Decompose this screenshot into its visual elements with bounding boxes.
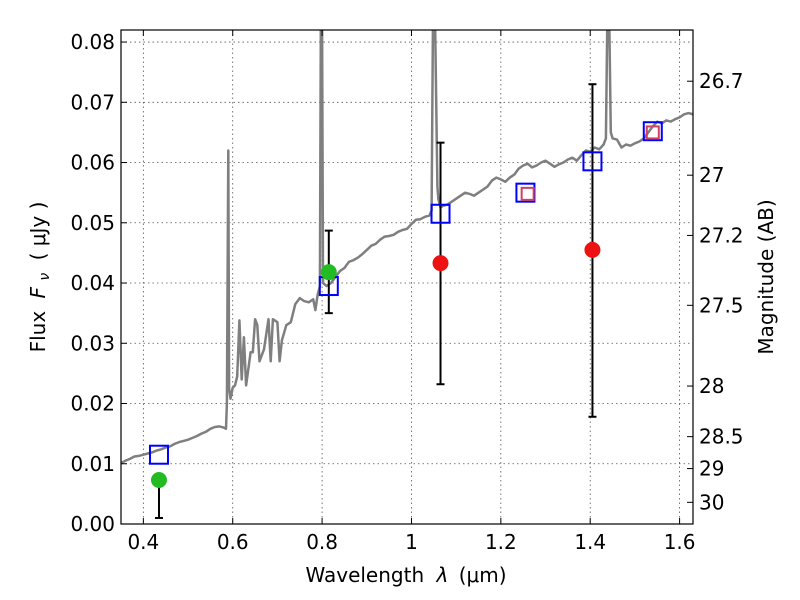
y2-tick-label: 28 (699, 374, 724, 398)
y-tick-label: 0.00 (70, 512, 115, 536)
green-data-point (150, 472, 167, 489)
y2-axis-title: Magnitude (AB) (754, 199, 778, 354)
data-layer (121, 30, 693, 519)
x-tick-label: 1 (405, 530, 418, 554)
red-data-point (432, 255, 449, 272)
blue-square-marker (148, 444, 169, 465)
y-tick-label: 0.06 (70, 151, 115, 175)
y-axis-title: Flux F ν ( μJy ) (26, 202, 54, 353)
red-data-point (584, 241, 601, 258)
axis-ticks: 0.4 0.6 0.8 1 1.2 1.4 1.6 0.00 0.01 0.02 0.03 0.04 0… (70, 30, 744, 554)
y-tick-label: 0.04 (70, 271, 115, 295)
y2-tick-label: 29 (699, 457, 724, 481)
blue-square-marker (430, 203, 451, 224)
y-tick-label: 0.01 (70, 452, 115, 476)
y-tick-label: 0.02 (70, 392, 115, 416)
x-tick-label: 0.8 (306, 530, 338, 554)
y2-tick-label: 26.7 (699, 69, 744, 93)
y-tick-label: 0.07 (70, 90, 115, 114)
plot-frame (120, 29, 694, 525)
blue-square-marker (582, 151, 603, 172)
x-tick-label: 1.4 (574, 530, 606, 554)
y2-tick-label: 27 (699, 163, 724, 187)
y2-tick-label: 27.5 (699, 293, 744, 317)
y-tick-label: 0.05 (70, 211, 115, 235)
y2-tick-label: 27.2 (699, 223, 744, 247)
red-square-marker (645, 125, 660, 140)
x-tick-label: 1.2 (485, 530, 517, 554)
x-tick-label: 0.4 (127, 530, 159, 554)
y-tick-label: 0.08 (70, 30, 115, 54)
x-axis-title: Wavelength λ (μm) (305, 563, 506, 587)
y2-tick-label: 30 (699, 490, 724, 514)
y-tick-label: 0.03 (70, 331, 115, 355)
green-data-point (320, 264, 337, 281)
x-tick-label: 1.6 (664, 530, 696, 554)
y2-tick-label: 28.5 (699, 425, 744, 449)
blue-square-marker (642, 121, 663, 142)
x-tick-label: 0.6 (217, 530, 249, 554)
spectrum-line (121, 30, 693, 465)
red-square-marker (520, 186, 535, 201)
